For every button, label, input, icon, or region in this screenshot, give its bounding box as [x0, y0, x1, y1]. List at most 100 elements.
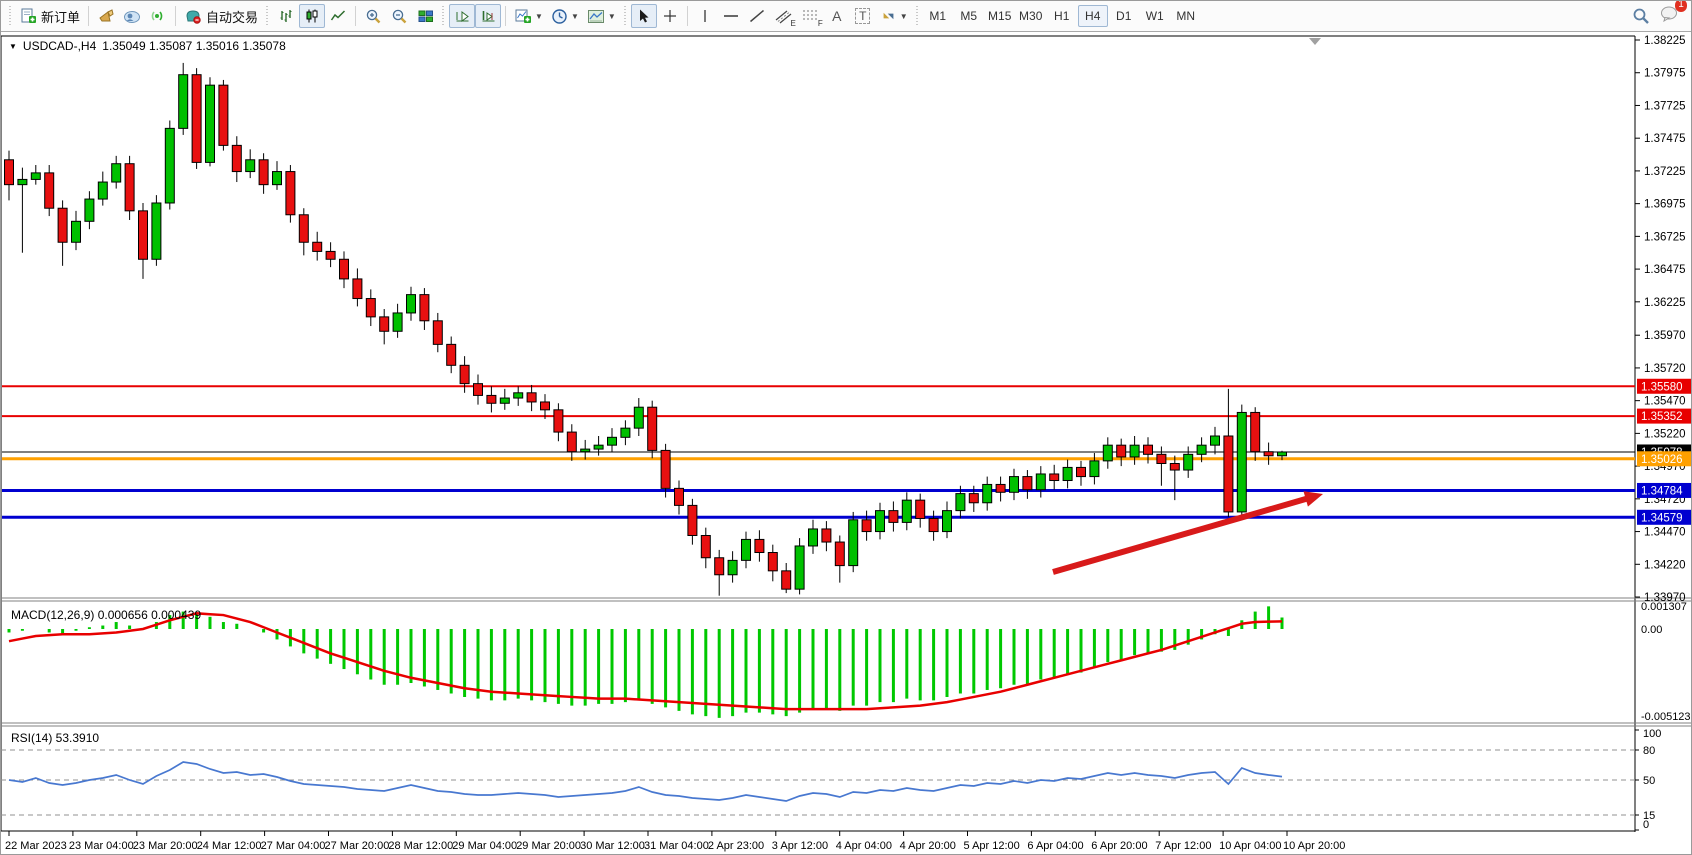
timeframe-H4[interactable]: H4	[1077, 5, 1108, 27]
svg-text:1.35720: 1.35720	[1644, 363, 1686, 375]
timeframe-M15[interactable]: M15	[988, 9, 1012, 23]
equidistant-channel-button[interactable]: E	[770, 4, 797, 28]
svg-text:29 Mar 04:00: 29 Mar 04:00	[452, 840, 517, 852]
zoom-in-button[interactable]	[360, 4, 386, 28]
svg-text:29 Mar 20:00: 29 Mar 20:00	[516, 840, 581, 852]
fibo-letter: F	[817, 19, 823, 28]
new-order-label: 新订单	[41, 9, 81, 25]
price-axis[interactable]: 1.38225 1.37975 1.37725 1.37475 1.37225 1.369…	[1635, 35, 1686, 604]
text-label-button[interactable]: T	[850, 4, 876, 28]
timeframe-W1[interactable]: W1	[1145, 9, 1164, 23]
svg-text:1.34784: 1.34784	[1641, 485, 1683, 497]
zoom-out-icon	[392, 9, 406, 23]
timeframe-D1[interactable]: D1	[1116, 9, 1132, 23]
svg-text:1.37725: 1.37725	[1644, 100, 1686, 112]
chevron-down-icon: ▼	[607, 11, 616, 21]
text-icon: A	[832, 8, 842, 24]
zoom-in-icon	[366, 9, 380, 23]
timeframe-group: M1 M5 M15 M30 H1 H4 D1 W1 MN	[923, 5, 1201, 27]
community-button[interactable]	[119, 4, 145, 28]
svg-text:10 Apr 04:00: 10 Apr 04:00	[1219, 840, 1281, 852]
svg-text:7 Apr 12:00: 7 Apr 12:00	[1155, 840, 1211, 852]
svg-text:1.36475: 1.36475	[1644, 264, 1686, 276]
chart-shift-marker[interactable]	[1309, 38, 1321, 45]
line-chart-button[interactable]	[325, 4, 351, 28]
vertical-line-button[interactable]	[692, 4, 718, 28]
svg-text:0: 0	[1643, 819, 1649, 831]
chart-canvas[interactable]: 1.38225 1.37975 1.37725 1.37475 1.37225 1.369…	[1, 32, 1692, 855]
tile-windows-button[interactable]	[412, 4, 438, 28]
search-icon[interactable]	[1632, 7, 1650, 25]
market-button[interactable]	[93, 4, 119, 28]
indicators-button[interactable]: ▼	[510, 4, 547, 28]
price-badge	[1637, 451, 1691, 467]
chart-shift-icon	[482, 11, 495, 22]
svg-text:1.36975: 1.36975	[1644, 199, 1686, 211]
svg-text:10 Apr 20:00: 10 Apr 20:00	[1283, 840, 1345, 852]
timeframe-MN[interactable]: MN	[1176, 9, 1196, 23]
text-button[interactable]: A	[824, 4, 850, 28]
price-badge	[1637, 408, 1691, 424]
candlestick-button[interactable]	[299, 4, 326, 28]
timeframe-H1[interactable]: H1	[1054, 9, 1070, 23]
svg-text:6 Apr 20:00: 6 Apr 20:00	[1091, 840, 1147, 852]
templates-button[interactable]: ▼	[583, 4, 620, 28]
svg-text:30 Mar 12:00: 30 Mar 12:00	[580, 840, 645, 852]
auto-scroll-button[interactable]	[449, 4, 476, 28]
crosshair-button[interactable]	[657, 4, 683, 28]
toolbar-grip[interactable]	[441, 6, 447, 26]
notifications-button[interactable]: 1	[1660, 1, 1687, 27]
timeframe-M5[interactable]: M5	[960, 9, 978, 23]
toolbar-grip[interactable]	[265, 6, 271, 26]
rsi-pane[interactable]: 100 80 50 150	[1, 728, 1661, 831]
chevron-down-icon: ▼	[570, 11, 579, 21]
svg-text:28 Mar 12:00: 28 Mar 12:00	[388, 840, 453, 852]
svg-text:1.37475: 1.37475	[1644, 133, 1686, 145]
timeframe-M30[interactable]: M30	[1019, 9, 1043, 23]
time-axis[interactable]: 22 Mar 2023 23 Mar 04:00 23 Mar 20:00 24 Ma…	[5, 831, 1345, 852]
price-levels[interactable]	[2, 385, 1635, 519]
autotrading-icon	[186, 10, 201, 24]
arrows-button[interactable]: ▼	[876, 4, 912, 28]
toolbar-grip[interactable]	[914, 6, 920, 26]
templates-icon	[587, 9, 604, 23]
svg-text:4 Apr 04:00: 4 Apr 04:00	[836, 840, 892, 852]
toolbar-grip[interactable]	[8, 6, 13, 26]
chart-shift-button[interactable]	[475, 4, 502, 28]
svg-text:31 Mar 04:00: 31 Mar 04:00	[644, 840, 709, 852]
fibonacci-button[interactable]: F	[797, 4, 824, 28]
chart-area[interactable]: ▼ USDCAD-,H4 1.35049 1.35087 1.35016 1.3…	[1, 32, 1692, 855]
svg-text:1.37975: 1.37975	[1644, 68, 1686, 80]
new-order-button[interactable]: 新订单	[16, 4, 84, 28]
notification-badge: 1	[1675, 1, 1687, 12]
horizontal-line-button[interactable]	[718, 4, 744, 28]
vertical-line-icon	[704, 10, 706, 22]
macd-pane[interactable]: 0.001307 0.00 -0.005123	[7, 601, 1691, 723]
timeframe-M1[interactable]: M1	[929, 9, 947, 23]
collapse-arrow-icon[interactable]: ▼	[9, 41, 17, 51]
chart-symbol-timeframe: USDCAD-,H4	[22, 39, 97, 53]
signals-button[interactable]	[145, 4, 171, 28]
autotrading-button[interactable]: 自动交易	[180, 4, 262, 28]
channel-letter: E	[790, 19, 796, 28]
periods-button[interactable]: ▼	[547, 4, 583, 28]
macd-label: MACD(12,26,9) 0.000656 0.000439	[11, 608, 202, 622]
svg-text:1.34220: 1.34220	[1644, 559, 1686, 571]
macd-signal-line	[8, 612, 1283, 711]
trend-arrow[interactable]	[1052, 491, 1323, 575]
svg-text:1.38225: 1.38225	[1644, 35, 1686, 47]
svg-text:4 Apr 20:00: 4 Apr 20:00	[900, 840, 956, 852]
cursor-button[interactable]	[630, 4, 657, 28]
chart-ohlc-values: 1.35049 1.35087 1.35016 1.35078	[102, 39, 286, 53]
svg-text:1.33970: 1.33970	[1644, 592, 1686, 604]
bar-chart-button[interactable]	[273, 4, 299, 28]
toolbar-grip[interactable]	[622, 6, 628, 26]
megaphone-icon	[98, 9, 114, 22]
svg-text:23 Mar 20:00: 23 Mar 20:00	[133, 840, 198, 852]
candlestick-icon	[306, 9, 318, 23]
trendline-button[interactable]	[744, 4, 770, 28]
zoom-out-button[interactable]	[386, 4, 412, 28]
periods-icon	[552, 8, 567, 24]
chat-icon	[1661, 6, 1677, 23]
